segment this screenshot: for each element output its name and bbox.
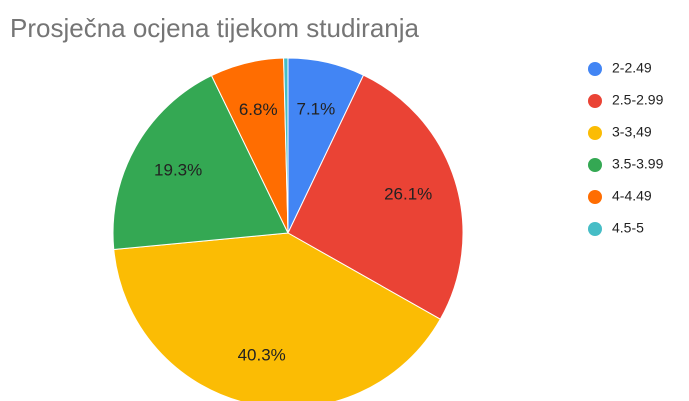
legend-swatch [588,94,602,108]
legend-label: 4-4.49 [612,188,652,204]
legend-label: 2-2.49 [612,60,652,76]
data-label: 19.3% [154,161,202,180]
chart-title: Prosječna ocjena tijekom studiranja [10,13,420,43]
legend-swatch [588,126,602,140]
legend-swatch [588,158,602,172]
legend-swatch [588,62,602,76]
legend-label: 2.5-2.99 [612,92,664,108]
data-label: 6.8% [239,100,278,119]
pie-slice [112,74,289,251]
legend-swatch [588,190,602,204]
legend-swatch [588,222,602,236]
legend-label: 3-3,49 [612,124,652,140]
data-label: 7.1% [296,100,335,119]
legend-label: 3.5-3.99 [612,156,664,172]
data-label: 26.1% [384,185,432,204]
pie-slice [283,57,289,234]
data-label: 40.3% [238,346,286,365]
pie-slice [287,74,464,320]
legend-label: 4.5-5 [612,220,644,236]
pie-slice [113,232,441,401]
